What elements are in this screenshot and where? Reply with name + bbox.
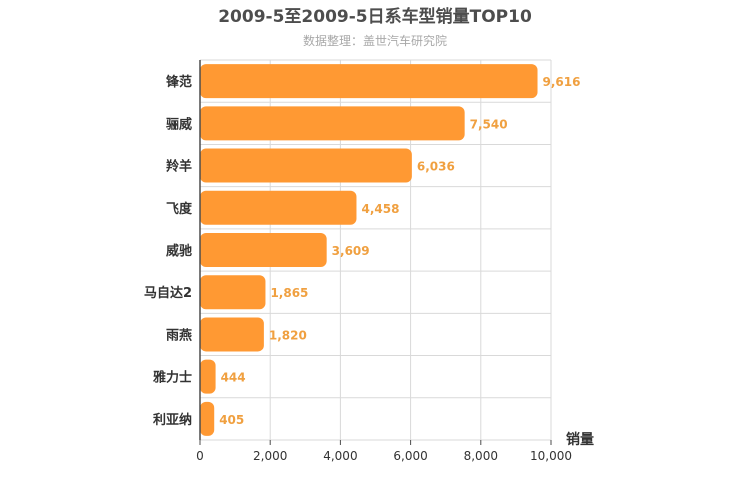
data-label: 9,616 [543,75,581,89]
bar [200,106,465,141]
x-axis-ticks: 0 2,000 4,000 6,000 8,000 10,000 [196,440,572,463]
x-axis-title: 销量 [566,431,594,448]
data-label: 444 [221,371,246,385]
category-label: 马自达2 [144,285,192,301]
bar [200,190,357,225]
x-tick-label: 4,000 [323,449,357,463]
data-label: 405 [219,413,244,427]
bar [200,233,327,267]
data-label: 1,820 [269,328,307,342]
data-label: 3,609 [332,244,370,258]
data-label: 6,036 [417,160,455,174]
category-label: 飞度 [166,201,193,217]
category-label: 雨燕 [166,327,192,343]
x-tick-label: 0 [196,449,204,463]
category-label: 雅力士 [153,370,192,386]
bar [200,275,266,310]
chart-title: 2009-5至2009-5日系车型销量TOP10 [218,6,532,27]
bar [200,401,215,436]
bar [200,148,412,183]
x-tick-label: 10,000 [530,449,572,463]
bar [200,317,264,352]
data-label: 1,865 [270,286,308,300]
category-label: 威驰 [166,243,192,259]
category-label: 骊威 [166,116,192,132]
category-label: 羚羊 [166,159,192,175]
chart-subtitle: 数据整理：盖世汽车研究院 [303,33,447,48]
x-tick-label: 2,000 [253,449,287,463]
data-labels: 9,616 7,540 6,036 4,458 3,609 1,865 1,820 444 40… [219,75,580,427]
x-tick-label: 6,000 [393,449,427,463]
bar [200,359,216,394]
bar [200,64,538,99]
data-label: 7,540 [470,117,508,131]
category-label: 锋范 [166,74,192,90]
x-tick-label: 8,000 [464,449,498,463]
bars [200,64,538,436]
data-label: 4,458 [361,202,399,216]
category-label: 利亚纳 [153,412,192,428]
